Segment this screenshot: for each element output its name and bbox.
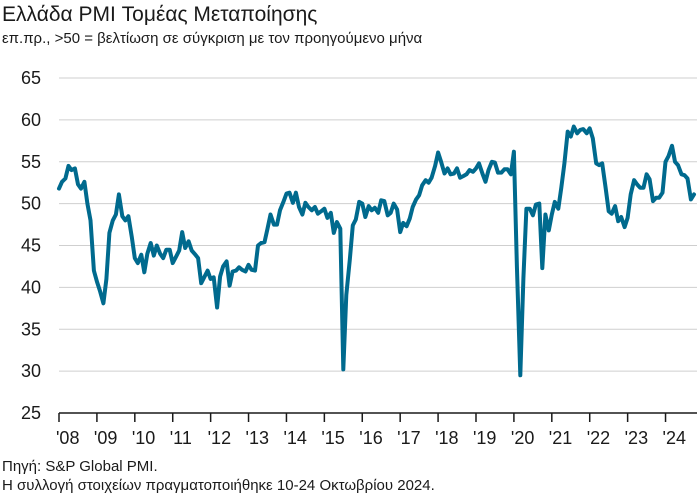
source-note: Πηγή: S&P Global PMI.: [2, 458, 158, 475]
x-tick-label-2013: '13: [246, 428, 269, 448]
x-tick-label-2023: '23: [625, 428, 648, 448]
x-tick-label-2014: '14: [283, 428, 306, 448]
series-line-0: [57, 124, 696, 378]
x-tick-label-2012: '12: [208, 428, 231, 448]
y-tick-label-35: 35: [21, 319, 41, 339]
x-tick-label-2018: '18: [435, 428, 458, 448]
y-tick-label-50: 50: [21, 194, 41, 214]
y-tick-label-30: 30: [21, 361, 41, 381]
y-tick-label-65: 65: [21, 68, 41, 88]
x-tick-label-2011: '11: [170, 428, 192, 448]
x-tick-label-2009: '09: [94, 428, 117, 448]
x-tick-label-2019: '19: [473, 428, 496, 448]
x-axis-tick-labels: '08 '09 '10 '11 '12 '13 '14 '15 '16 '17 '18 '19 '20 '…: [56, 428, 686, 448]
y-tick-label-25: 25: [21, 403, 41, 423]
y-axis-tick-labels: 25 30 35 40 45 50 55 60 65: [21, 68, 41, 423]
chart-subtitle: επ.πρ., >50 = βελτίωση σε σύγκριση με το…: [2, 30, 423, 47]
x-tick-label-2021: '21: [549, 428, 572, 448]
y-tick-label-60: 60: [21, 110, 41, 130]
x-tick-label-2020: '20: [511, 428, 534, 448]
y-tick-label-40: 40: [21, 277, 41, 297]
x-tick-label-2008: '08: [56, 428, 79, 448]
x-tick-label-2015: '15: [321, 428, 344, 448]
y-tick-label-55: 55: [21, 152, 41, 172]
x-axis: [58, 412, 697, 422]
collection-note: Η συλλογή στοιχείων πραγματοποιήθηκε 10-…: [2, 477, 435, 494]
series-group: [57, 124, 696, 378]
x-tick-label-2016: '16: [359, 428, 382, 448]
x-tick-label-2010: '10: [132, 428, 155, 448]
x-tick-label-2024: '24: [663, 428, 686, 448]
x-tick-label-2022: '22: [587, 428, 610, 448]
chart-title: Ελλάδα PMI Τομέας Μεταποίησης: [2, 3, 318, 26]
y-tick-label-45: 45: [21, 236, 41, 256]
grid-lines: [59, 77, 697, 372]
x-tick-label-2017: '17: [397, 428, 420, 448]
